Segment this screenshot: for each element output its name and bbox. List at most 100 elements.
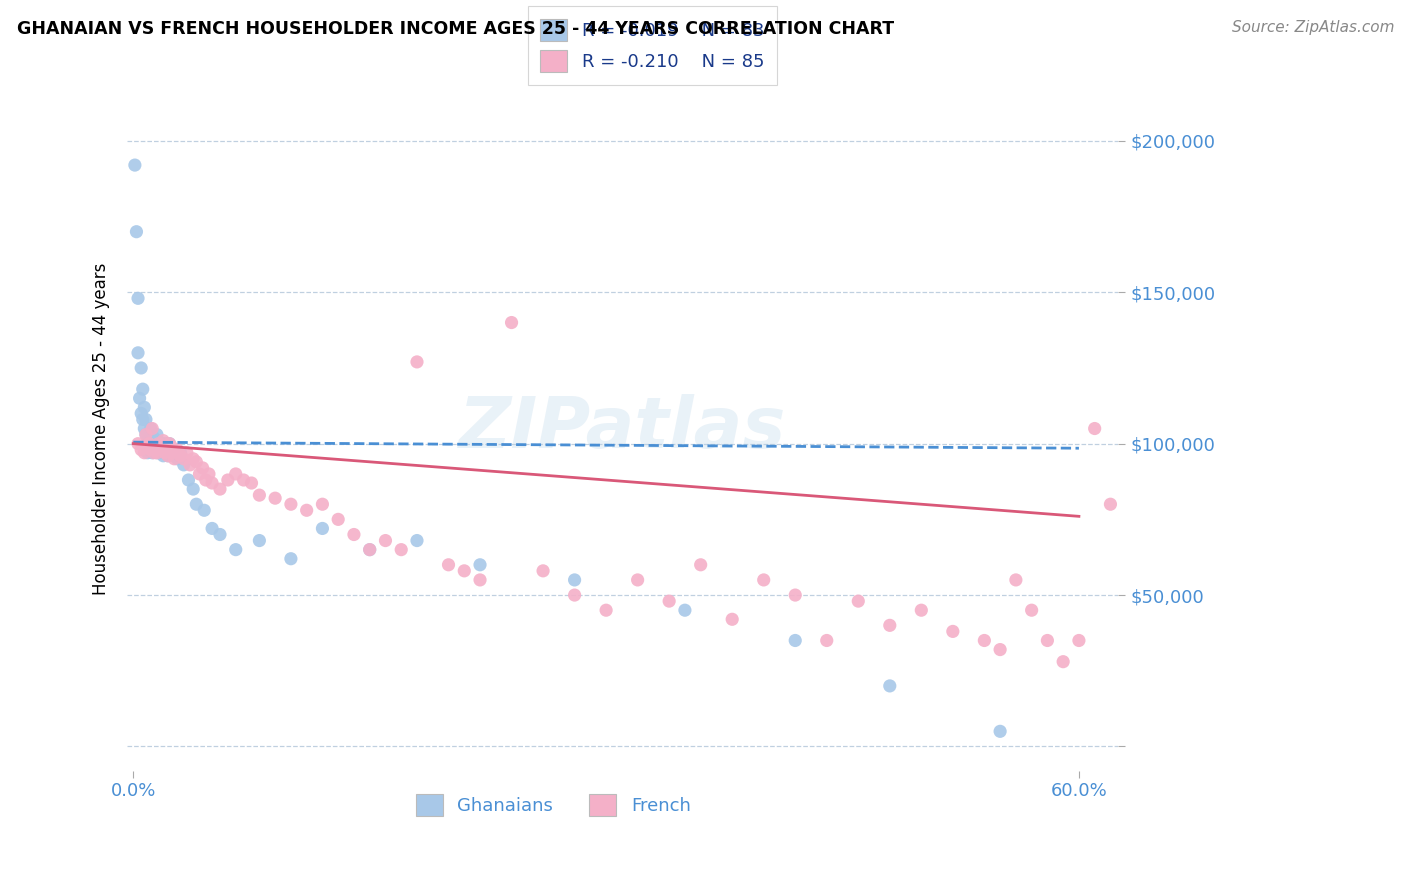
Point [468,558,491,572]
Point [501,316,523,330]
Point [149,446,172,460]
Point [264,491,287,505]
Point [138,431,160,445]
Text: Source: ZipAtlas.com: Source: ZipAtlas.com [1232,20,1395,35]
Point [127,346,149,360]
Point [125,225,148,239]
Point [658,594,681,608]
Point [1163,664,1185,678]
Y-axis label: Householder Income Ages 25 - 44 years: Householder Income Ages 25 - 44 years [93,262,110,595]
Point [1272,694,1295,708]
Point [247,533,270,548]
Point [156,449,179,463]
Point [177,473,200,487]
Point [1115,655,1137,669]
Point [208,527,231,541]
Point [159,436,181,450]
Point [785,633,807,648]
Point [146,446,169,460]
Point [280,497,302,511]
Point [752,573,775,587]
Point [132,382,155,396]
Point [166,451,188,466]
Point [139,442,162,457]
Point [453,564,475,578]
Point [673,603,696,617]
Point [785,588,807,602]
Point [165,446,187,460]
Point [135,412,157,426]
Point [1194,655,1216,669]
Point [879,618,901,632]
Point [148,440,170,454]
Point [1257,685,1279,699]
Point [359,542,381,557]
Point [150,436,173,450]
Point [240,476,263,491]
Text: GHANAIAN VS FRENCH HOUSEHOLDER INCOME AGES 25 - 44 YEARS CORRELATION CHART: GHANAIAN VS FRENCH HOUSEHOLDER INCOME AG… [17,20,894,37]
Point [201,476,224,491]
Point [295,503,318,517]
Point [148,436,170,450]
Point [159,446,181,460]
Point [689,558,711,572]
Point [988,642,1011,657]
Point [135,427,157,442]
Point [136,436,159,450]
Point [156,440,179,454]
Point [132,412,155,426]
Point [531,564,554,578]
Point [163,449,186,463]
Text: ZIPatlas: ZIPatlas [458,394,786,463]
Point [156,449,179,463]
Point [142,446,165,460]
Point [198,467,221,481]
Point [138,436,160,450]
Point [127,291,149,305]
Point [627,573,650,587]
Point [150,442,173,457]
Point [186,455,208,469]
Point [406,533,429,548]
Point [142,442,165,457]
Point [169,449,191,463]
Point [217,473,239,487]
Point [173,451,195,466]
Point [162,446,184,460]
Point [129,361,152,376]
Point [160,446,183,460]
Point [1209,664,1232,678]
Point [564,588,586,602]
Point [139,436,162,450]
Point [181,482,204,496]
Point [721,612,744,626]
Point [1052,655,1074,669]
Point [595,603,617,617]
Point [208,482,231,496]
Point [181,451,204,466]
Point [179,458,201,472]
Point [163,451,186,466]
Point [145,436,167,450]
Point [152,449,174,463]
Point [138,436,160,450]
Point [910,603,932,617]
Point [225,542,247,557]
Point [138,442,160,457]
Point [973,633,995,648]
Point [134,401,156,415]
Point [1005,573,1028,587]
Point [159,436,181,450]
Point [142,431,165,445]
Point [127,436,149,450]
Point [146,446,169,460]
Point [468,573,491,587]
Point [139,421,162,435]
Point [201,521,224,535]
Point [942,624,965,639]
Point [155,442,177,457]
Point [879,679,901,693]
Point [160,440,183,454]
Point [846,594,869,608]
Point [169,446,191,460]
